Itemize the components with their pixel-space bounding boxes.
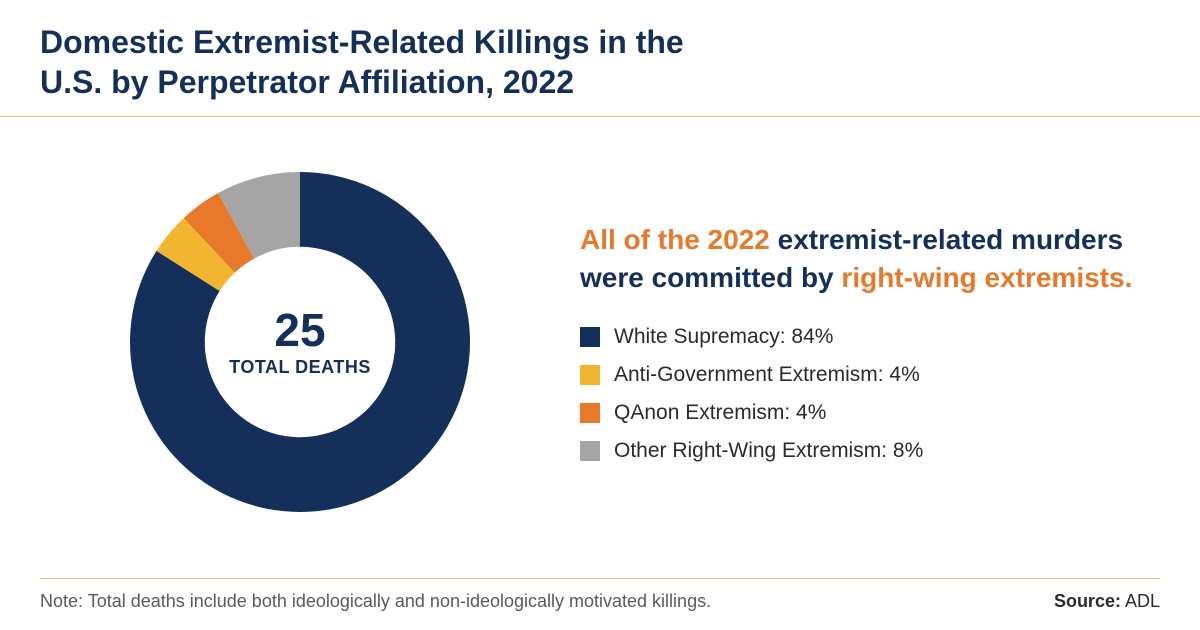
source-value: ADL xyxy=(1125,591,1160,611)
legend-item: Anti-Government Extremism: 4% xyxy=(580,363,1160,387)
content-row: 25 TOTAL DEATHS All of the 2022 extremis… xyxy=(0,117,1200,547)
chart-title: Domestic Extremist-Related Killings in t… xyxy=(40,22,1160,102)
chart-column: 25 TOTAL DEATHS xyxy=(40,172,560,512)
legend-label: QAnon Extremism: 4% xyxy=(614,401,826,425)
legend-swatch xyxy=(580,403,600,423)
footer-note: Note: Total deaths include both ideologi… xyxy=(40,591,711,612)
center-label: TOTAL DEATHS xyxy=(229,357,371,378)
callout-text: All of the 2022 extremist-related murder… xyxy=(580,221,1160,297)
legend-label: White Supremacy: 84% xyxy=(614,325,833,349)
donut-center: 25 TOTAL DEATHS xyxy=(130,172,470,512)
callout-span-3: right-wing extremists. xyxy=(841,262,1132,293)
title-line-1: Domestic Extremist-Related Killings in t… xyxy=(40,24,684,60)
source-label: Source: xyxy=(1054,591,1121,611)
title-line-2: U.S. by Perpetrator Affiliation, 2022 xyxy=(40,64,574,100)
donut-chart: 25 TOTAL DEATHS xyxy=(130,172,470,512)
legend-label: Other Right-Wing Extremism: 8% xyxy=(614,439,923,463)
divider-bottom xyxy=(40,578,1160,579)
legend-item: White Supremacy: 84% xyxy=(580,325,1160,349)
legend-item: QAnon Extremism: 4% xyxy=(580,401,1160,425)
text-column: All of the 2022 extremist-related murder… xyxy=(560,221,1160,463)
legend-item: Other Right-Wing Extremism: 8% xyxy=(580,439,1160,463)
legend-swatch xyxy=(580,365,600,385)
title-block: Domestic Extremist-Related Killings in t… xyxy=(0,0,1200,116)
legend: White Supremacy: 84% Anti-Government Extr… xyxy=(580,325,1160,463)
callout-span-1: All of the 2022 xyxy=(580,224,770,255)
footer: Note: Total deaths include both ideologi… xyxy=(0,564,1200,630)
footer-source: Source: ADL xyxy=(1054,591,1160,612)
legend-swatch xyxy=(580,327,600,347)
center-number: 25 xyxy=(274,307,325,353)
legend-swatch xyxy=(580,441,600,461)
footer-row: Note: Total deaths include both ideologi… xyxy=(40,591,1160,612)
legend-label: Anti-Government Extremism: 4% xyxy=(614,363,920,387)
